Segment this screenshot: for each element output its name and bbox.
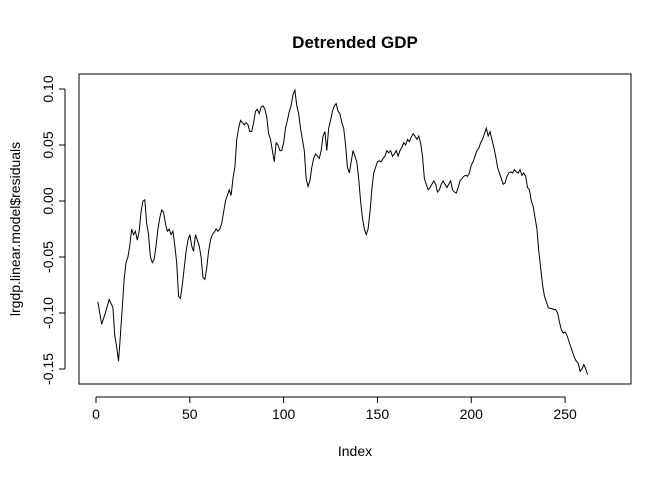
x-axis: 0 50 100 150 200 250 — [92, 396, 577, 422]
y-tick-label: 0.10 — [40, 75, 56, 102]
y-tick-label: 0.00 — [40, 187, 56, 214]
chart-title: Detrended GDP — [292, 33, 418, 52]
y-tick-label: -0.15 — [40, 353, 56, 385]
series-line — [97, 88, 589, 375]
y-axis: -0.15 -0.10 -0.05 0.00 0.05 0.10 — [40, 75, 66, 385]
x-tick-label: 0 — [92, 406, 100, 422]
y-axis-label: lrgdp.linear.model$residuals — [7, 142, 23, 316]
x-tick-label: 100 — [272, 406, 296, 422]
plot-frame — [78, 73, 632, 385]
x-tick-label: 250 — [553, 406, 577, 422]
y-tick-label: -0.05 — [40, 241, 56, 273]
x-tick-label: 200 — [460, 406, 484, 422]
x-axis-label: Index — [338, 443, 372, 459]
x-tick-label: 150 — [366, 406, 390, 422]
y-tick-label: 0.05 — [40, 131, 56, 158]
y-tick-label: -0.10 — [40, 297, 56, 329]
x-tick-label: 50 — [182, 406, 198, 422]
